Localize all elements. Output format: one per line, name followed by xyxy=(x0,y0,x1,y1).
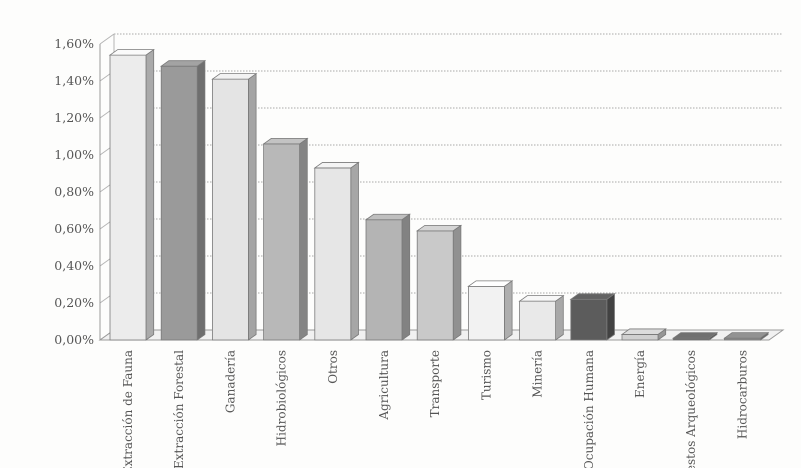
bar-side xyxy=(503,280,513,341)
bar-top xyxy=(211,73,258,80)
y-tick-label: 0,60% xyxy=(54,221,94,236)
x-tick-label: Energía xyxy=(633,350,647,398)
x-tick-label: Turismo xyxy=(479,350,493,400)
x-tick-label: Ocupación Humana xyxy=(582,350,596,468)
bar xyxy=(671,331,719,341)
bar-side xyxy=(606,293,615,341)
y-tick-label: 0,40% xyxy=(54,258,94,273)
bar-top xyxy=(671,332,719,339)
bar xyxy=(211,72,258,341)
x-tick-labels: Extracción de Fauna Extracción Forestal Ga… xyxy=(121,350,749,472)
bar-top xyxy=(159,60,207,67)
y-tick-labels: 0,00% 0,20% 0,40% 0,60% 0,80% 1,00% 1,20% 1,40%… xyxy=(54,36,94,347)
bar xyxy=(313,161,360,341)
y-tick-label: 0,80% xyxy=(54,184,94,199)
bar-top xyxy=(364,213,411,221)
bar-top xyxy=(415,224,463,232)
y-tick-label: 0,20% xyxy=(54,295,94,310)
bar-front xyxy=(160,65,198,341)
y-tick-label: 0,00% xyxy=(54,332,94,347)
bar-front xyxy=(621,334,659,341)
bar-side xyxy=(452,224,462,341)
bar-front xyxy=(416,230,454,341)
bar-top xyxy=(262,137,309,145)
bar-side xyxy=(555,294,564,341)
bar xyxy=(415,224,463,341)
y-tick-label: 1,00% xyxy=(54,147,94,162)
bar-front xyxy=(519,300,556,341)
bar-top xyxy=(313,162,360,169)
y-tick-label: 1,60% xyxy=(54,36,94,51)
bar xyxy=(723,331,770,341)
bar-top xyxy=(467,280,514,287)
bar-top xyxy=(620,328,667,335)
bar xyxy=(159,59,207,341)
bar-front xyxy=(211,78,249,341)
x-tick-label: Otros xyxy=(326,350,340,384)
bar-top xyxy=(108,49,155,56)
bar-side xyxy=(145,48,155,341)
x-tick-label: Transporte xyxy=(428,350,442,417)
bar xyxy=(364,213,411,341)
bar-front xyxy=(365,219,403,341)
x-tick-label: Agricultura xyxy=(377,350,391,421)
bar-top xyxy=(569,293,616,300)
bar-side xyxy=(401,213,411,341)
bar-side xyxy=(196,59,206,341)
x-tick-label: Hidrobiológicos xyxy=(275,350,289,446)
bar-top xyxy=(518,295,565,302)
y-tick-label: 1,20% xyxy=(54,110,94,125)
bar xyxy=(518,294,565,341)
y-tick-label: 1,40% xyxy=(54,73,94,88)
bar xyxy=(262,137,309,341)
bar xyxy=(467,280,514,341)
bar-front xyxy=(467,285,505,341)
bar-front xyxy=(314,167,352,341)
x-tick-label: Extracción de Fauna xyxy=(121,350,135,468)
bars xyxy=(108,48,770,341)
x-tick-label: Minería xyxy=(531,350,545,398)
bar-side xyxy=(247,72,257,341)
bar xyxy=(620,328,667,341)
x-tick-label: Restos Arqueológicos xyxy=(684,350,698,468)
bar xyxy=(569,293,616,341)
bar-front xyxy=(570,298,608,341)
bar-side xyxy=(299,137,308,341)
bar xyxy=(108,48,155,341)
x-tick-label: Ganadería xyxy=(223,350,237,413)
bar-front xyxy=(109,54,147,341)
gridline-depth xyxy=(99,33,115,45)
bar-top xyxy=(723,332,770,339)
bar-side xyxy=(350,161,359,341)
bar-front xyxy=(263,143,301,341)
x-tick-label: Hidrocarburos xyxy=(735,350,749,439)
x-tick-label: Extracción Forestal xyxy=(172,350,186,468)
